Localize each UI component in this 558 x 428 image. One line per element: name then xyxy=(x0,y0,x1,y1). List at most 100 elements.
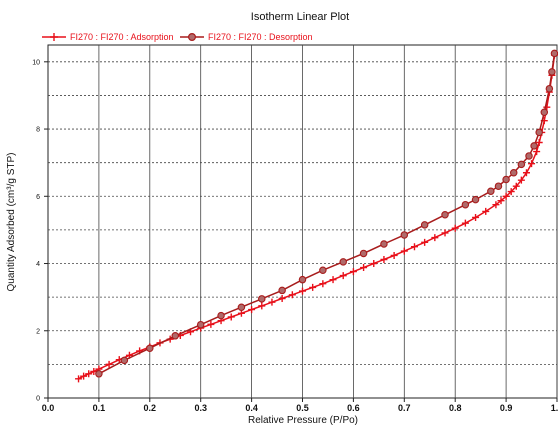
adsorption-point xyxy=(258,302,266,310)
desorption-point xyxy=(545,84,554,93)
y-tick-label: 4 xyxy=(36,261,40,268)
adsorption-point xyxy=(400,247,408,255)
desorption-point xyxy=(237,303,246,311)
legend-adsorption-marker xyxy=(50,33,58,41)
adsorption-point xyxy=(410,243,418,251)
desorption-point xyxy=(525,152,533,160)
x-tick-label: 0.9 xyxy=(500,403,513,413)
y-tick-label: 2 xyxy=(36,328,40,335)
desorption-point xyxy=(420,221,429,229)
desorption-point xyxy=(319,266,327,274)
x-tick-label: 0.4 xyxy=(245,403,258,413)
x-tick-label: 0.2 xyxy=(144,403,157,413)
legend: FI270 : FI270 : Adsorption FI270 : FI270… xyxy=(42,32,313,42)
x-tick-label: 0.7 xyxy=(398,403,411,413)
desorption-point xyxy=(548,68,556,76)
legend-desorption-marker xyxy=(188,32,197,41)
adsorption-point xyxy=(278,294,286,302)
adsorption-point xyxy=(105,360,113,368)
adsorption-point xyxy=(299,287,306,295)
adsorption-point xyxy=(288,291,296,299)
desorption-point xyxy=(298,275,307,284)
legend-item-adsorption: FI270 : FI270 : Adsorption xyxy=(42,32,174,42)
desorption-point xyxy=(535,128,543,137)
desorption-point xyxy=(339,258,347,266)
desorption-point xyxy=(441,211,449,219)
adsorption-point xyxy=(451,224,459,232)
y-axis-title: Quantity Adsorbed (cm³/g STP) xyxy=(6,153,17,292)
desorption-point xyxy=(217,311,225,320)
adsorption-point xyxy=(309,283,317,291)
y-tick-label: 0 xyxy=(36,396,40,403)
adsorption-point xyxy=(370,260,378,268)
adsorption-point xyxy=(522,169,530,177)
adsorption-point xyxy=(482,207,490,215)
legend-item-desorption: FI270 : FI270 : Desorption xyxy=(180,32,313,42)
adsorption-point xyxy=(339,272,347,280)
adsorption-point xyxy=(517,176,525,184)
desorption-point xyxy=(530,142,538,150)
desorption-point xyxy=(502,175,510,184)
y-tick-label: 6 xyxy=(36,194,40,201)
adsorption-point xyxy=(319,280,327,288)
desorption-point xyxy=(461,200,470,209)
adsorption-point xyxy=(461,219,469,227)
desorption-point xyxy=(146,344,154,352)
adsorption-point xyxy=(472,213,480,221)
x-axis-title: Relative Pressure (P/Po) xyxy=(248,415,358,426)
adsorption-point xyxy=(207,320,215,328)
desorption-point xyxy=(278,286,286,295)
adsorption-point xyxy=(507,188,515,196)
desorption-point xyxy=(509,169,518,177)
x-tick-label: 0.3 xyxy=(194,403,207,413)
desorption-point xyxy=(196,320,205,329)
adsorption-point xyxy=(390,251,398,259)
adsorption-point xyxy=(85,370,93,378)
x-tick-label: 0.1 xyxy=(93,403,106,413)
desorption-point xyxy=(400,231,409,239)
adsorption-point xyxy=(380,255,388,263)
desorption-point xyxy=(258,295,266,303)
desorption-point xyxy=(95,370,103,378)
adsorption-point xyxy=(497,197,505,205)
desorption-point xyxy=(471,195,480,204)
desorption-point xyxy=(171,332,180,340)
y-tick-label: 8 xyxy=(36,127,40,134)
desorption-point xyxy=(517,160,526,169)
desorption-point xyxy=(359,249,368,258)
x-tick-label: 0.6 xyxy=(347,403,360,413)
adsorption-point xyxy=(349,268,357,276)
legend-adsorption-label: FI270 : FI270 : Adsorption xyxy=(70,32,174,42)
adsorption-point xyxy=(421,238,429,246)
y-tick-label: 10 xyxy=(32,59,40,66)
x-tick-label: 0.0 xyxy=(42,403,55,413)
adsorption-point xyxy=(441,229,449,237)
adsorption-point xyxy=(248,306,256,314)
x-tick-label: 0.8 xyxy=(449,403,462,413)
adsorption-point xyxy=(75,375,83,383)
adsorption-point xyxy=(227,313,235,321)
adsorption-point xyxy=(502,192,510,200)
chart-title: Isotherm Linear Plot xyxy=(251,11,349,23)
plot-area: 0.0 0.1 0.2 0.3 0.4 0.5 0.6 0.7 0.8 0.9 1.0 0 2 4 6 8 10 xyxy=(32,44,558,413)
desorption-point xyxy=(380,240,388,248)
adsorption-point xyxy=(329,276,337,284)
desorption-point xyxy=(550,49,558,58)
x-tick-label: 0.5 xyxy=(296,403,309,413)
x-tick-label: 1.0 xyxy=(551,403,558,413)
adsorption-point xyxy=(528,160,536,168)
desorption-point xyxy=(540,108,549,116)
legend-desorption-label: FI270 : FI270 : Desorption xyxy=(208,32,313,42)
adsorption-point xyxy=(512,182,520,190)
adsorption-point xyxy=(431,234,439,242)
adsorption-point xyxy=(80,372,88,380)
desorption-point xyxy=(120,356,129,365)
adsorption-point xyxy=(268,298,276,306)
adsorption-point xyxy=(533,148,541,156)
adsorption-point xyxy=(360,264,368,272)
adsorption-point xyxy=(492,201,500,209)
desorption-point xyxy=(487,187,495,195)
desorption-point xyxy=(494,182,503,190)
adsorption-point xyxy=(535,138,543,146)
